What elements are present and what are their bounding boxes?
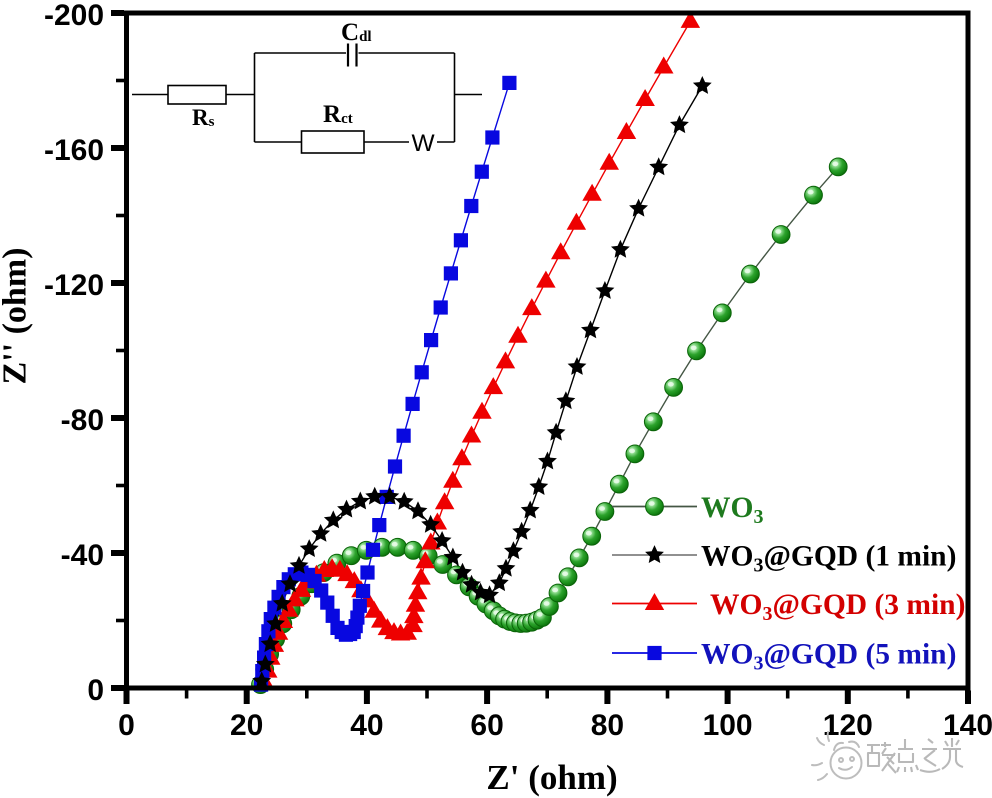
svg-text:-160: -160 — [44, 134, 104, 167]
svg-text:W: W — [411, 130, 435, 157]
svg-text:WO3@GQD (5 min): WO3@GQD (5 min) — [701, 639, 956, 675]
svg-text:-80: -80 — [61, 404, 104, 437]
svg-text:0: 0 — [118, 709, 135, 742]
svg-text:WO3@GQD (3 min): WO3@GQD (3 min) — [710, 589, 965, 625]
svg-text:Z'' (ohm): Z'' (ohm) — [0, 248, 34, 385]
svg-text:20: 20 — [230, 709, 263, 742]
svg-text:120: 120 — [823, 709, 873, 742]
svg-text:80: 80 — [591, 709, 624, 742]
svg-text:40: 40 — [350, 709, 383, 742]
svg-text:100: 100 — [703, 709, 753, 742]
svg-text:-40: -40 — [61, 539, 104, 572]
svg-text:140: 140 — [943, 709, 992, 742]
svg-text:0: 0 — [87, 674, 104, 707]
svg-text:-120: -120 — [44, 269, 104, 302]
svg-text:WO3: WO3 — [701, 492, 763, 528]
svg-text:-200: -200 — [44, 0, 104, 32]
svg-text:60: 60 — [470, 709, 503, 742]
svg-text:Z' (ohm): Z' (ohm) — [486, 758, 617, 797]
svg-text:WO3@GQD (1 min): WO3@GQD (1 min) — [701, 541, 956, 577]
